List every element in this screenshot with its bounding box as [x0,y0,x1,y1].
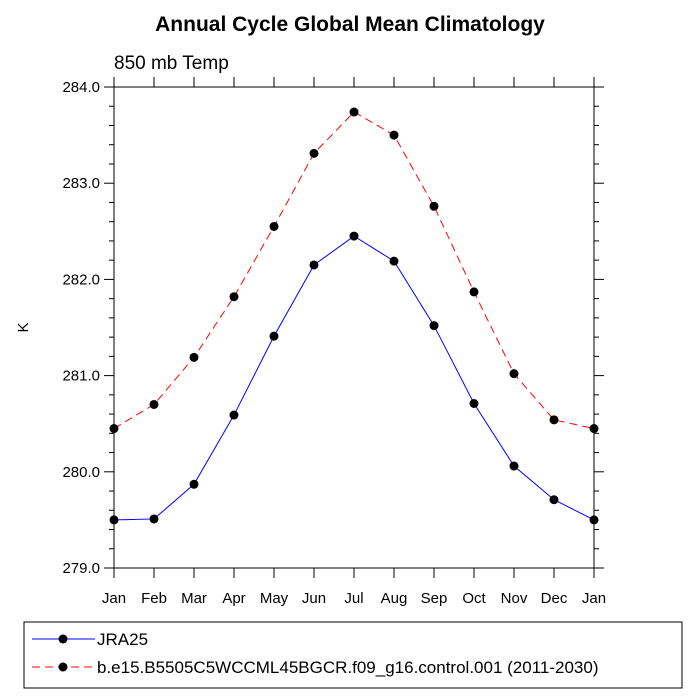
y-tick-label: 279.0 [62,560,100,577]
x-tick-label: Jan [582,590,606,607]
legend-entry-1: JRA25 [97,630,148,649]
data-point [149,514,159,524]
data-point [109,515,119,525]
x-tick-label: Jul [344,590,363,607]
x-tick-label: Jan [102,590,126,607]
x-tick-label: Nov [501,590,528,607]
data-point [309,148,319,158]
data-point [549,415,559,425]
data-point [309,260,319,270]
data-point [269,331,279,341]
legend-marker [58,634,68,644]
data-point [349,231,359,241]
x-tick-label: Feb [141,590,167,607]
series-line-1 [113,235,595,521]
x-tick-label: May [260,590,289,607]
legend-marker [58,662,68,672]
x-tick-label: Oct [462,590,486,607]
x-tick-label: Sep [421,590,448,607]
data-point [269,221,279,231]
plot-frame [113,86,595,569]
y-tick-label: 284.0 [62,79,100,96]
data-point [389,130,399,140]
data-point [509,461,519,471]
x-tick-label: Dec [541,590,568,607]
data-point [229,410,239,420]
data-point [389,256,399,266]
data-point [549,495,559,505]
data-point [429,201,439,211]
x-tick-label: Aug [381,590,408,607]
chart-subtitle: 850 mb Temp [114,53,229,74]
data-point [589,515,599,525]
y-tick-label: 281.0 [62,368,100,385]
x-tick-label: Jun [302,590,326,607]
y-tick-label: 280.0 [62,464,100,481]
x-tick-label: Mar [181,590,207,607]
y-tick-label: 283.0 [62,175,100,192]
data-point [149,399,159,409]
legend-entry-2: b.e15.B5505C5WCCML45BGCR.f09_g16.control… [97,658,598,677]
y-tick-label: 282.0 [62,271,100,288]
data-point [509,369,519,379]
data-point [469,398,479,408]
legend-box [23,621,683,689]
data-point [109,424,119,434]
chart-title: Annual Cycle Global Mean Climatology [155,13,545,36]
data-point [589,424,599,434]
data-point [189,479,199,489]
data-point [349,107,359,117]
data-point [189,352,199,362]
data-point [229,292,239,302]
data-point [469,287,479,297]
series-line-2 [113,111,595,429]
data-point [429,321,439,331]
x-tick-label: Apr [222,590,245,607]
y-axis-label: K [15,322,32,332]
